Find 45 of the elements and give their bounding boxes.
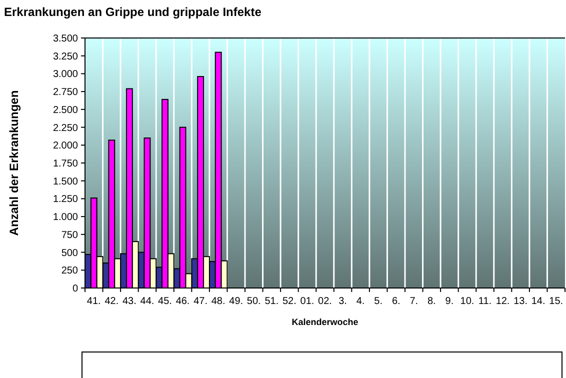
x-tick-label: 01. (300, 296, 314, 307)
x-tick-label: 50. (246, 296, 261, 307)
x-tick-label: 11. (478, 296, 492, 307)
y-tick-label: 2.750 (52, 87, 78, 98)
x-tick-label: 02. (318, 296, 332, 307)
x-axis-title: Kalenderwoche (292, 317, 358, 327)
x-tick-label: 43. (122, 296, 136, 307)
x-tick-label: 49. (229, 296, 244, 307)
chart-title: Erkrankungen an Grippe und grippale Infekte (4, 5, 262, 19)
x-tick-label: 9. (445, 296, 454, 307)
x-tick-label: 7. (410, 296, 418, 307)
y-tick-label: 750 (61, 230, 78, 241)
y-tick-label: 1.500 (52, 176, 78, 188)
y-tick-label: 500 (61, 248, 78, 259)
x-tick-label: 41. (86, 296, 101, 307)
y-tick-label: 3.500 (52, 34, 78, 44)
y-tick-label: 3.000 (52, 69, 78, 80)
x-tick-label: 4. (356, 296, 365, 307)
x-tick-label: 51. (264, 296, 279, 307)
x-tick-label: 15. (549, 296, 564, 307)
x-tick-label: 10. (460, 296, 474, 307)
x-tick-label: 6. (392, 296, 400, 307)
y-tick-label: 2.000 (52, 140, 78, 152)
y-tick-label: 0 (72, 284, 78, 294)
x-tick-label: 13. (514, 296, 528, 307)
y-tick-label: 2.250 (52, 122, 78, 134)
x-tick-label: 47. (194, 296, 208, 307)
x-tick-label: 45. (158, 296, 172, 307)
y-tick-label: 3.250 (52, 51, 78, 62)
y-tick-label: 1.750 (52, 158, 78, 170)
x-tick-label: 42. (104, 296, 119, 307)
y-tick-label: 1.250 (52, 194, 78, 206)
y-tick-label: 2.500 (52, 104, 78, 116)
x-tick-label: 44. (140, 296, 154, 307)
x-tick-label: 12. (496, 296, 510, 307)
x-tick-label: 48. (211, 296, 226, 307)
x-tick-label: 46. (176, 296, 190, 307)
x-tick-label: 14. (531, 296, 546, 307)
y-axis-title: Anzahl der Erkrankungen (7, 90, 21, 236)
x-tick-label: 52. (282, 296, 296, 307)
x-tick-label: 5. (374, 296, 383, 307)
y-tick-label: 250 (61, 266, 78, 277)
y-tick-label: 1.000 (52, 212, 78, 224)
x-tick-label: 3. (338, 296, 347, 307)
x-tick-label: 8. (427, 296, 436, 307)
